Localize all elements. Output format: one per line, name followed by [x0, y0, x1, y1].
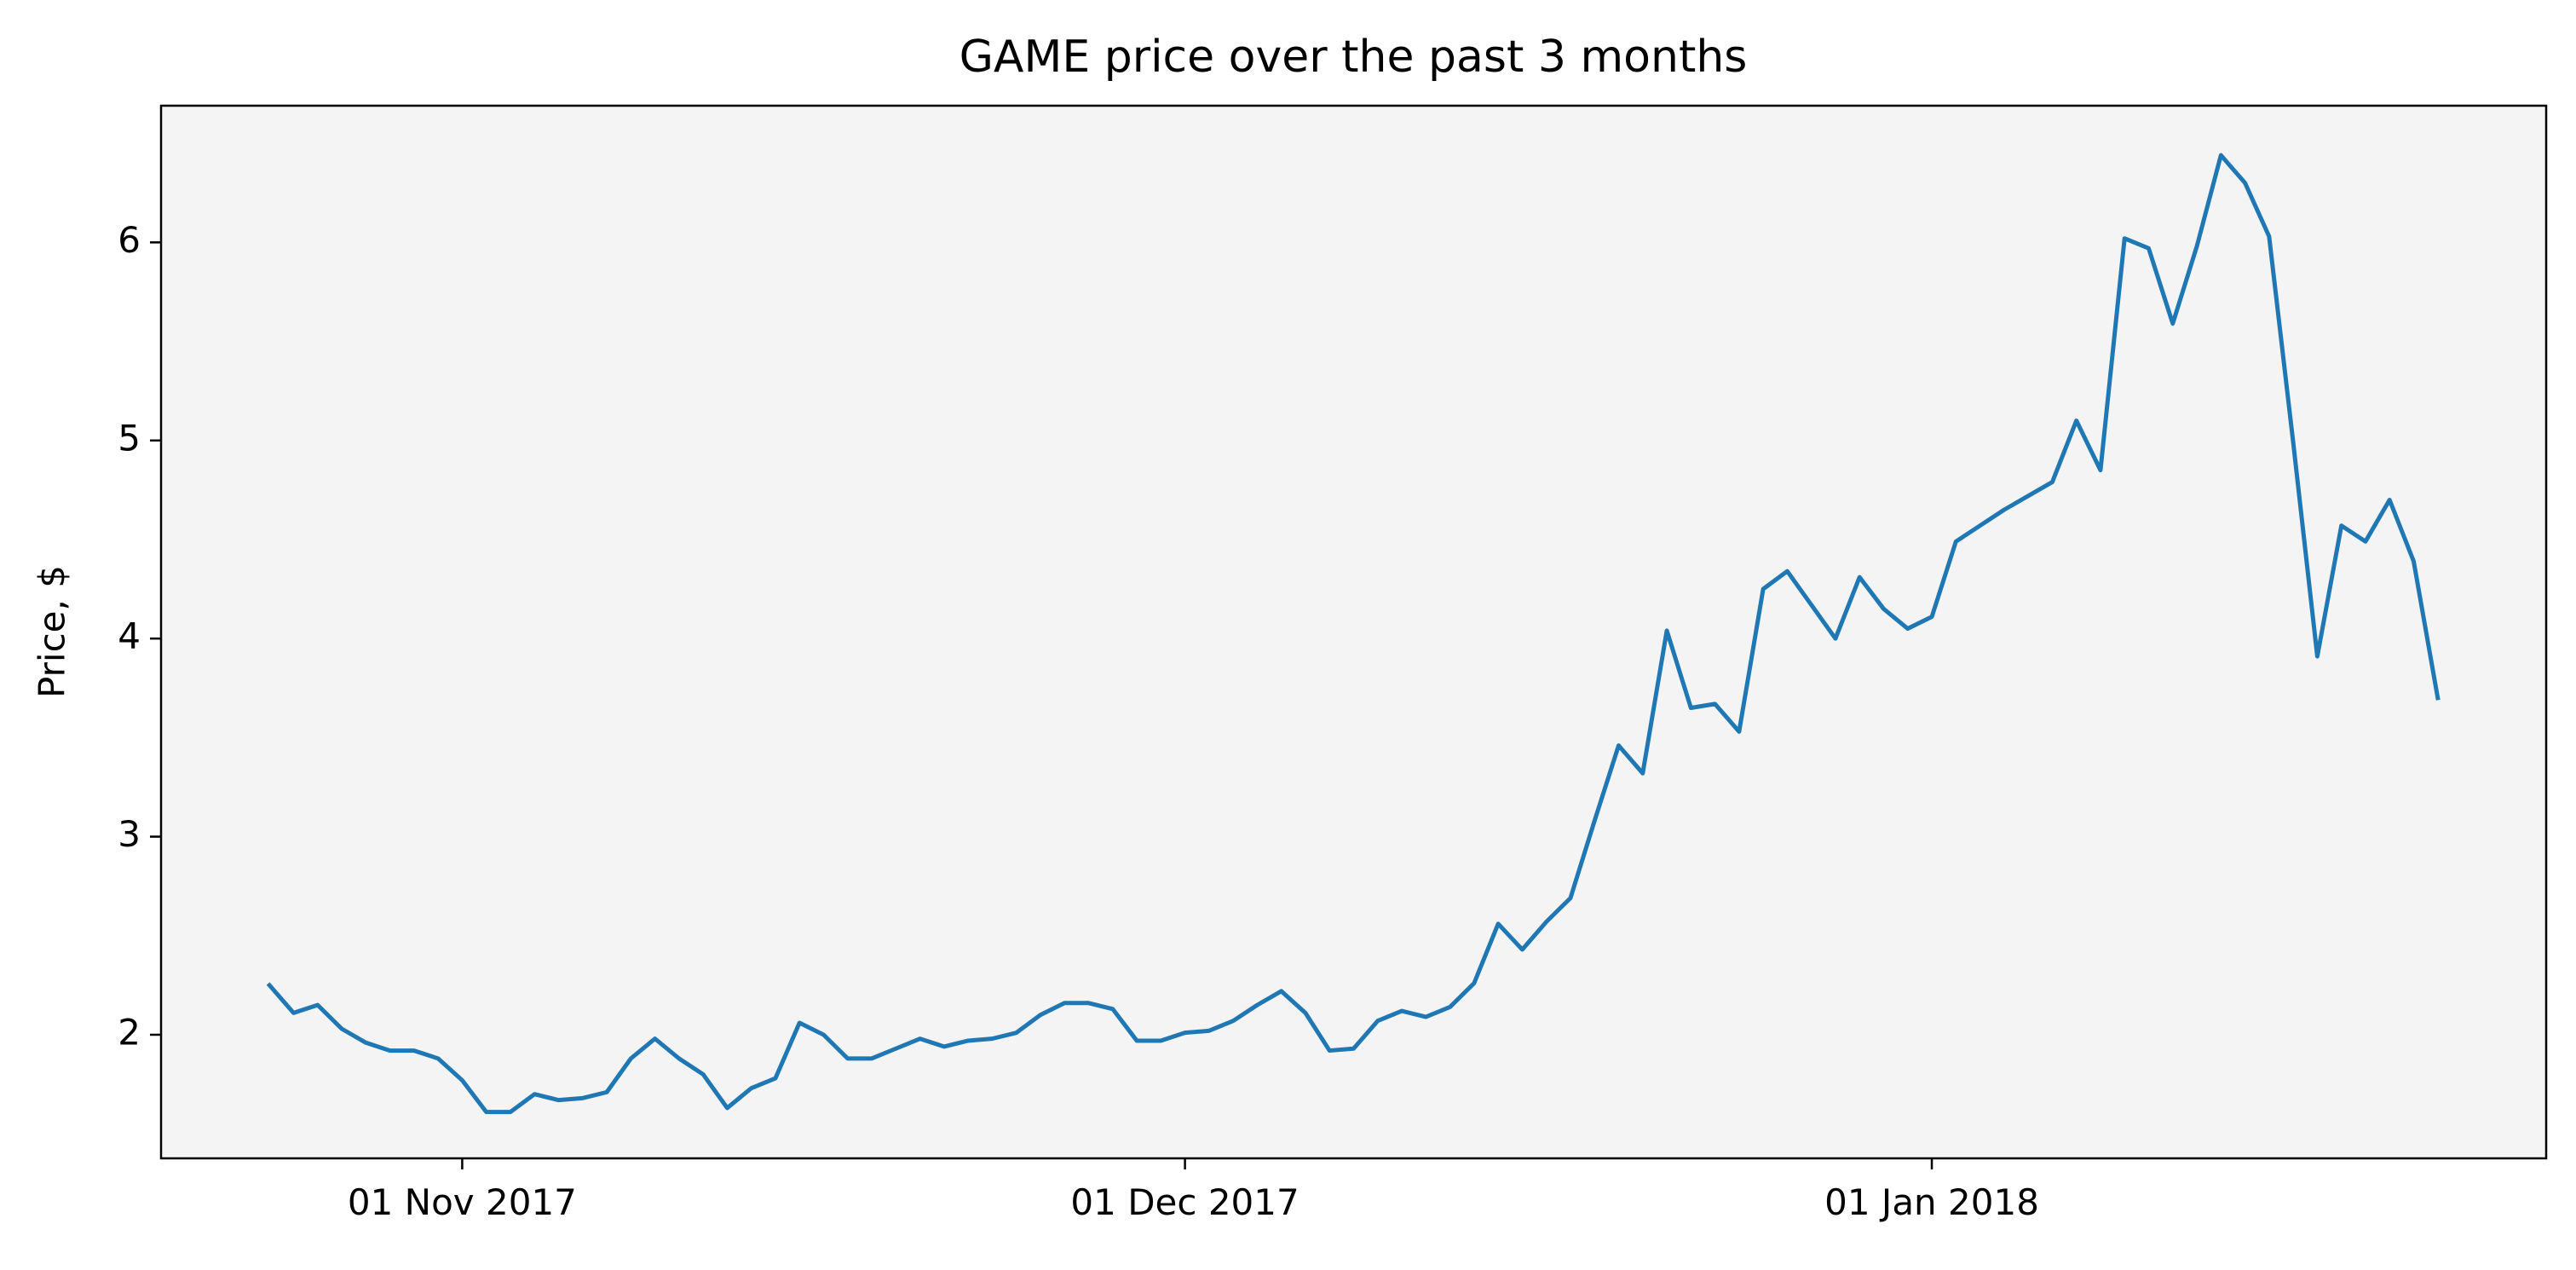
y-tick-label: 5 [118, 417, 141, 459]
x-tick-label: 01 Nov 2017 [348, 1181, 577, 1223]
axes-frame [159, 104, 2548, 1160]
y-tick-label: 3 [118, 813, 141, 855]
price-line [266, 153, 2441, 1115]
chart-title: GAME price over the past 3 months [960, 32, 1748, 83]
x-tick-label: 01 Dec 2017 [1070, 1181, 1299, 1223]
y-axis-label: Price, $ [32, 565, 73, 698]
y-tick-label: 2 [118, 1011, 141, 1053]
plot-background [161, 106, 2546, 1158]
x-tick-label: 01 Jan 2018 [1824, 1181, 2039, 1223]
y-tick-label: 4 [118, 615, 141, 657]
y-tick-label: 6 [118, 219, 141, 261]
